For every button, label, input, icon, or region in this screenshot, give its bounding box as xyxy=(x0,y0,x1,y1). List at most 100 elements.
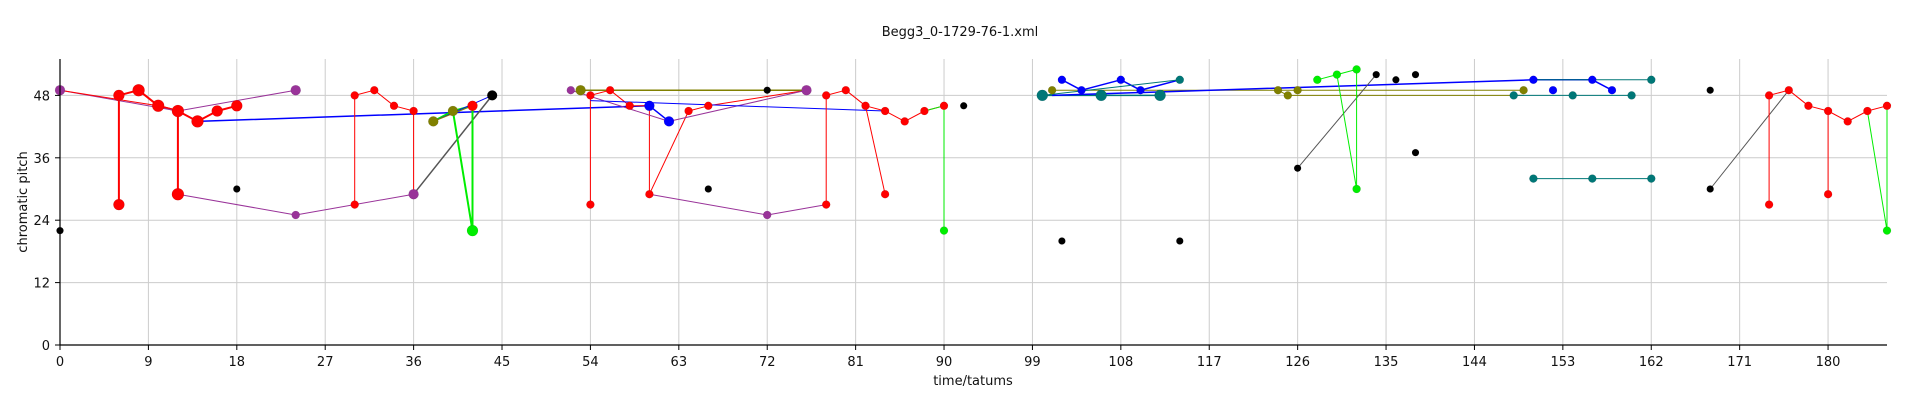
data-point-purple xyxy=(408,188,419,200)
series-line-green xyxy=(432,104,474,232)
data-point-purple xyxy=(762,210,772,220)
data-point-green xyxy=(1332,70,1342,79)
grid-lines xyxy=(59,59,1887,346)
series-line-gray xyxy=(1297,74,1377,169)
data-point-red xyxy=(1764,200,1774,209)
data-point-teal xyxy=(1647,174,1656,183)
data-point-red xyxy=(151,99,165,113)
data-point-black xyxy=(763,86,771,94)
series-line-red xyxy=(1827,105,1888,122)
data-point-green xyxy=(466,224,479,237)
series-line-green xyxy=(1317,68,1358,189)
series-line-green xyxy=(1866,105,1888,232)
data-point-black xyxy=(1293,164,1302,172)
data-point-red xyxy=(171,104,185,118)
data-point-red xyxy=(389,101,399,111)
data-point-green xyxy=(1352,65,1361,74)
x-tick-label: 54 xyxy=(582,355,599,370)
data-point-green xyxy=(1352,184,1361,194)
data-point-blue xyxy=(644,100,655,112)
data-point-red xyxy=(1784,85,1794,95)
x-tick-label: 180 xyxy=(1816,355,1841,370)
data-point-teal xyxy=(1627,91,1636,100)
x-tick-label: 81 xyxy=(847,355,864,370)
data-point-black xyxy=(1411,70,1420,79)
data-point-black xyxy=(1706,185,1714,193)
x-tick-label: 144 xyxy=(1462,355,1487,370)
data-point-black xyxy=(704,185,713,193)
chart-title: Begg3_0-1729-76-1.xml xyxy=(882,25,1039,40)
data-point-green xyxy=(1882,226,1892,235)
data-point-red xyxy=(350,200,359,209)
data-point-teal xyxy=(1568,91,1577,100)
series-line-red xyxy=(354,89,415,205)
x-tick-label: 45 xyxy=(494,355,511,370)
data-point-red xyxy=(821,91,831,100)
data-point-blue xyxy=(1588,75,1597,85)
data-point-purple xyxy=(801,84,812,96)
data-point-purple xyxy=(290,84,301,96)
data-point-teal xyxy=(1154,89,1166,102)
y-tick-label: 12 xyxy=(33,277,50,292)
series-line-purple xyxy=(649,193,827,216)
x-tick-label: 135 xyxy=(1374,355,1399,370)
data-point-olive xyxy=(428,116,439,127)
x-tick-label: 36 xyxy=(405,355,422,370)
data-point-teal xyxy=(1647,75,1656,85)
data-point-red xyxy=(1882,101,1892,111)
data-point-red xyxy=(113,89,125,102)
data-point-blue xyxy=(1077,85,1086,95)
data-point-red xyxy=(861,101,870,111)
data-point-red xyxy=(605,85,615,95)
data-point-red xyxy=(939,101,949,111)
data-point-black xyxy=(1176,237,1184,245)
y-axis-label: chromatic pitch xyxy=(16,151,31,252)
data-point-black xyxy=(959,102,968,110)
data-point-red xyxy=(900,117,909,126)
x-axis-label: time/tatums xyxy=(933,374,1013,389)
data-point-green xyxy=(939,226,949,235)
data-point-red xyxy=(920,106,929,116)
series-line-gray xyxy=(413,94,493,195)
data-point-purple xyxy=(566,85,576,95)
data-point-red xyxy=(191,115,204,128)
data-point-green xyxy=(1313,75,1322,85)
data-point-red xyxy=(370,85,379,95)
x-tick-label: 171 xyxy=(1727,355,1752,370)
x-tick-label: 27 xyxy=(317,355,334,370)
data-point-red xyxy=(684,106,693,116)
data-point-black xyxy=(1706,86,1714,94)
data-point-purple xyxy=(291,210,300,220)
x-tick-label: 162 xyxy=(1639,355,1664,370)
data-point-red xyxy=(132,83,145,97)
series-line-red xyxy=(59,89,159,107)
data-point-olive xyxy=(1283,91,1293,100)
series-line-red xyxy=(1768,89,1829,205)
data-point-blue xyxy=(1136,85,1145,95)
data-point-blue xyxy=(1529,75,1538,85)
series-line-olive xyxy=(1277,89,1524,96)
x-tick-label: 63 xyxy=(671,355,688,370)
data-point-red xyxy=(1764,91,1774,100)
data-point-olive xyxy=(1047,85,1057,95)
series-line-teal xyxy=(1042,79,1180,96)
data-point-teal xyxy=(1095,89,1107,102)
series-line-gray xyxy=(1709,89,1790,190)
data-point-black xyxy=(1411,148,1420,157)
y-tick-label: 48 xyxy=(33,89,50,104)
data-point-red xyxy=(1804,101,1813,111)
data-point-blue xyxy=(1116,75,1126,85)
series-line-green xyxy=(1336,74,1358,190)
data-point-teal xyxy=(1588,174,1597,183)
x-tick-label: 153 xyxy=(1550,355,1575,370)
data-point-teal xyxy=(1509,91,1518,100)
data-point-red xyxy=(1863,106,1872,116)
series-line-blue xyxy=(590,100,886,112)
data-point-red xyxy=(880,106,890,116)
data-point-olive xyxy=(575,84,586,96)
x-tick-label: 0 xyxy=(56,355,64,370)
data-point-black xyxy=(486,90,498,101)
data-point-red xyxy=(625,101,634,111)
data-point-red xyxy=(841,85,851,95)
data-point-blue xyxy=(1057,75,1067,85)
